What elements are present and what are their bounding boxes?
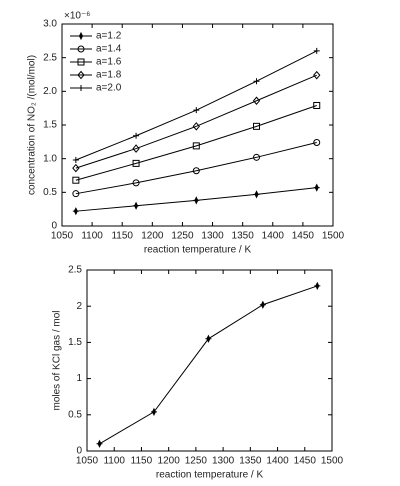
marker (253, 122, 261, 130)
y-tick-label: 1.0 (43, 153, 57, 164)
y-tick-label: 0 (51, 221, 57, 232)
x-tick-label: 1100 (103, 456, 125, 467)
marker (313, 183, 320, 192)
marker (193, 107, 200, 114)
legend-label: a=2.0 (96, 83, 122, 94)
legend-marker (78, 85, 84, 91)
y-tick-label: 0.5 (43, 187, 57, 198)
x-tick-label: 1200 (158, 456, 181, 467)
legend-label: a=1.4 (96, 44, 122, 55)
legend-marker (77, 45, 85, 53)
y-axis-label: moles of KCl gas / mol (52, 310, 63, 410)
marker (314, 281, 321, 291)
marker (132, 144, 140, 153)
x-tick-label: 1100 (81, 231, 103, 242)
marker (72, 163, 80, 173)
x-tick-label: 1350 (239, 456, 262, 467)
x-tick-label: 1050 (51, 231, 74, 242)
y-tick-label: 2.5 (43, 52, 57, 63)
marker (133, 132, 140, 139)
marker (96, 439, 103, 448)
data-line (75, 105, 317, 181)
x-tick-label: 1450 (292, 231, 315, 242)
legend-marker (78, 31, 84, 41)
legend-label: a=1.6 (96, 57, 122, 68)
y-tick-label: 3.0 (43, 19, 57, 30)
x-tick-label: 1500 (321, 456, 344, 467)
x-tick-label: 1400 (262, 231, 285, 242)
y-tick-label: 1 (76, 373, 82, 384)
y-tick-label: 2.0 (43, 86, 57, 97)
legend-label: a=1.8 (96, 70, 122, 81)
x-tick-label: 1300 (212, 456, 235, 467)
x-tick-label: 1450 (294, 456, 317, 467)
marker (313, 47, 320, 54)
marker (252, 96, 261, 106)
data-line (75, 142, 317, 195)
y-tick-label: 2.5 (68, 265, 82, 276)
x-axis-label: reaction temperature / K (144, 245, 252, 256)
marker (72, 207, 79, 216)
marker (192, 122, 200, 131)
data-line (99, 285, 318, 445)
x-tick-label: 1150 (131, 456, 153, 467)
x-tick-label: 1200 (141, 231, 164, 242)
x-tick-label: 1050 (76, 456, 99, 467)
x-axis-label: reaction temperature / K (156, 470, 264, 481)
marker (132, 179, 140, 187)
x-tick-label: 1500 (322, 231, 345, 242)
x-tick-label: 1300 (201, 231, 224, 242)
marker (313, 70, 321, 80)
marker (133, 201, 140, 210)
marker (72, 157, 79, 164)
plot-frame (86, 269, 333, 452)
legend-marker (77, 58, 85, 66)
y-multiplier: ×10⁻⁶ (64, 11, 90, 22)
marker (193, 196, 200, 205)
marker (192, 142, 200, 150)
marker (72, 190, 80, 198)
x-tick-label: 1400 (266, 456, 289, 467)
data-line (75, 74, 317, 169)
y-tick-label: 0.5 (68, 409, 82, 420)
marker (72, 176, 80, 184)
x-tick-label: 1350 (232, 231, 255, 242)
marker (253, 78, 260, 85)
y-tick-label: 1.5 (68, 337, 82, 348)
marker (313, 101, 321, 109)
y-axis-label: concentration of NO₂ /(mol/mol) (27, 55, 38, 195)
x-tick-label: 1250 (185, 456, 208, 467)
x-tick-label: 1250 (171, 231, 194, 242)
legend-marker (77, 70, 85, 80)
marker (253, 153, 261, 161)
x-tick-label: 1150 (111, 231, 133, 242)
y-tick-label: 1.5 (43, 120, 57, 131)
marker (259, 300, 266, 309)
marker (132, 159, 140, 167)
y-tick-label: 0 (76, 446, 82, 457)
marker (205, 334, 212, 343)
legend-label: a=1.2 (96, 31, 122, 42)
y-tick-label: 2 (76, 301, 82, 312)
marker (150, 407, 157, 417)
marker (313, 139, 321, 147)
marker (192, 167, 200, 175)
marker (253, 190, 260, 199)
